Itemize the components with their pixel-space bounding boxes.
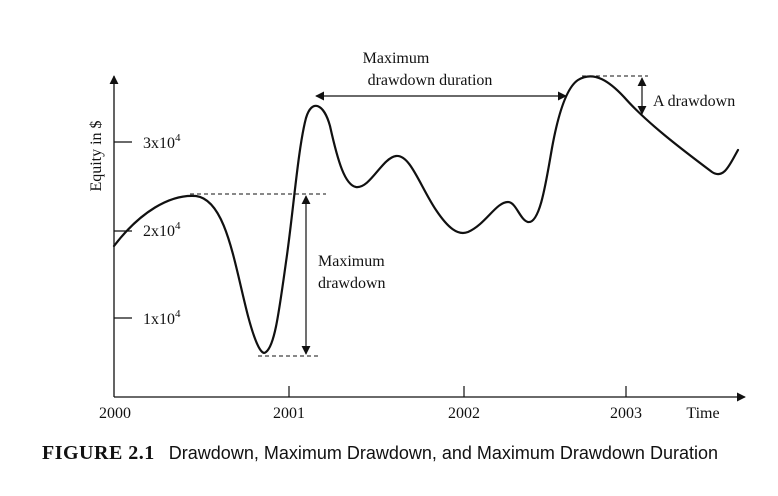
x-tick-label: 2000: [99, 405, 131, 422]
figure-caption-text: Drawdown, Maximum Drawdown, and Maximum …: [168, 443, 718, 463]
x-tick-label: 2001: [273, 405, 305, 422]
max-drawdown-duration-label: Maximum drawdown duration: [363, 50, 493, 89]
figure-caption: FIGURE 2.1 Drawdown, Maximum Drawdown, an…: [42, 442, 762, 464]
figure-number: FIGURE 2.1: [42, 442, 155, 464]
x-axis-label: Time: [686, 405, 719, 422]
a-drawdown-label: A drawdown: [653, 93, 735, 110]
equity-curve: [112, 75, 740, 354]
max-drawdown-label: Maximum drawdown: [318, 253, 389, 292]
y-tick-label: 3x104: [143, 132, 181, 152]
y-axis-label: Equity in $: [88, 120, 105, 191]
y-tick-label: 1x104: [143, 308, 181, 328]
y-tick-label: 2x104: [143, 220, 181, 240]
x-tick-label: 2003: [610, 405, 642, 422]
x-tick-label: 2002: [448, 405, 480, 422]
